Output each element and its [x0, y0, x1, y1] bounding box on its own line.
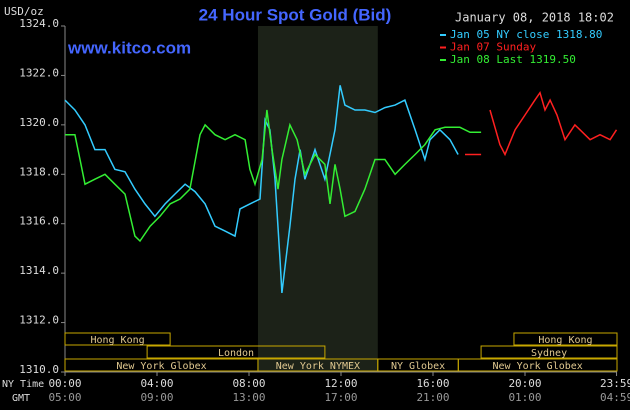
- x-tick-label: 23:59: [600, 377, 630, 390]
- x2-tick-label: 13:00: [232, 391, 265, 404]
- legend-swatch: [440, 46, 446, 49]
- x2-axis-label: GMT: [12, 393, 30, 404]
- x-axis-label: NY Time: [2, 379, 44, 390]
- y-tick-label: 1312.0: [19, 314, 59, 327]
- y-tick-label: 1318.0: [19, 165, 59, 178]
- x-tick-label: 08:00: [232, 377, 265, 390]
- x2-tick-label: 04:59: [600, 391, 630, 404]
- x2-tick-label: 09:00: [140, 391, 173, 404]
- x-tick-label: 12:00: [324, 377, 357, 390]
- session-label: New York NYMEX: [276, 361, 360, 372]
- session-label: New York Globex: [492, 361, 582, 372]
- session-box: [146, 345, 326, 359]
- y-tick-label: 1310.0: [19, 363, 59, 376]
- x2-tick-label: 05:00: [48, 391, 81, 404]
- series-line: [64, 85, 459, 293]
- session-label: NY Globex: [391, 361, 445, 372]
- y-tick-label: 1314.0: [19, 264, 59, 277]
- session-box: [457, 358, 618, 372]
- series-line: [65, 109, 482, 243]
- y-tick-label: 1324.0: [19, 17, 59, 30]
- session-label: Sydney: [531, 348, 567, 359]
- series-line: [465, 90, 618, 157]
- timestamp: January 08, 2018 18:02: [455, 11, 614, 25]
- y-axis-label: USD/oz: [4, 5, 44, 18]
- session-box: [480, 345, 618, 359]
- session-label: Hong Kong: [538, 335, 592, 346]
- chart-title: 24 Hour Spot Gold (Bid): [199, 5, 392, 24]
- session-label: New York Globex: [116, 361, 206, 372]
- session-label: London: [218, 348, 254, 359]
- y-tick-label: 1316.0: [19, 215, 59, 228]
- y-tick-label: 1320.0: [19, 116, 59, 129]
- watermark: www.kitco.com: [67, 38, 191, 57]
- session-box: [513, 332, 618, 346]
- x2-tick-label: 01:00: [508, 391, 541, 404]
- legend-label: Jan 07 Sunday: [450, 41, 536, 54]
- session-shade: [257, 26, 378, 372]
- y-tick-label: 1322.0: [19, 66, 59, 79]
- legend-label: Jan 05 NY close 1318.80: [450, 28, 602, 41]
- legend-label: Jan 08 Last 1319.50: [450, 53, 576, 66]
- legend-swatch: [440, 59, 446, 61]
- x-tick-label: 20:00: [508, 377, 541, 390]
- x-tick-label: 16:00: [416, 377, 449, 390]
- x-tick-label: 04:00: [140, 377, 173, 390]
- legend-swatch: [440, 34, 446, 36]
- x-tick-label: 00:00: [48, 377, 81, 390]
- session-box: [64, 332, 171, 346]
- x2-tick-label: 21:00: [416, 391, 449, 404]
- session-label: Hong Kong: [90, 335, 144, 346]
- x2-tick-label: 17:00: [324, 391, 357, 404]
